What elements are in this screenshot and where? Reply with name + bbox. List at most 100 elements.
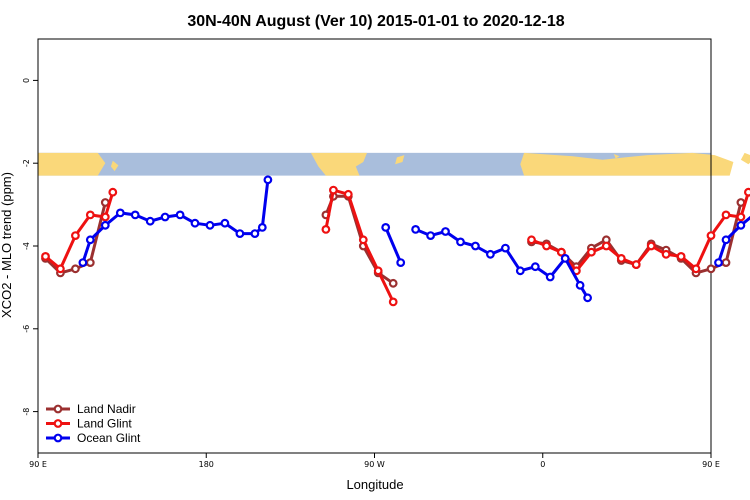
- map-land-shape: [395, 155, 405, 165]
- world-map-strip: [38, 152, 750, 176]
- data-point: [616, 253, 626, 263]
- x-tick-label: 90 E: [29, 460, 47, 469]
- data-point: [721, 235, 731, 245]
- data-point: [542, 241, 551, 251]
- legend-label: Land Nadir: [77, 402, 136, 416]
- y-tick-label: 0: [22, 78, 31, 83]
- data-point: [721, 258, 731, 268]
- data-point: [736, 212, 746, 222]
- y-tick-label: -6: [22, 325, 31, 333]
- data-point: [721, 210, 731, 220]
- legend-swatch-marker: [53, 404, 63, 414]
- series-land-glint: [41, 185, 750, 307]
- data-point: [545, 272, 555, 282]
- data-point: [736, 220, 746, 230]
- legend-label: Land Glint: [77, 417, 132, 431]
- data-point: [583, 293, 592, 303]
- data-point: [175, 210, 185, 220]
- chart-title: 30N-40N August (Ver 10) 2015-01-01 to 20…: [187, 13, 564, 30]
- series-line: [415, 228, 589, 299]
- data-point: [100, 220, 110, 230]
- x-tick-label: 90 E: [702, 460, 720, 469]
- data-point: [235, 229, 245, 239]
- map-land-shape: [740, 152, 750, 165]
- data-point: [108, 187, 118, 197]
- data-point: [190, 218, 200, 228]
- data-point: [321, 224, 331, 234]
- y-axis: 0 -2 -4 -6 -8: [22, 78, 38, 416]
- data-point: [646, 241, 656, 251]
- map-land-shape: [613, 154, 620, 159]
- x-axis: 90 E 180 90 W 0 90 E: [29, 453, 720, 469]
- data-point: [56, 264, 65, 274]
- data-point: [130, 210, 140, 220]
- data-point: [471, 241, 480, 251]
- data-point: [426, 231, 436, 241]
- legend-swatch-marker: [53, 419, 63, 428]
- data-point: [41, 251, 50, 261]
- data-point: [70, 264, 80, 274]
- legend-swatch-marker: [53, 433, 63, 443]
- data-point: [329, 185, 338, 195]
- data-point: [560, 253, 570, 263]
- data-point: [557, 247, 566, 257]
- legend-label: Ocean Glint: [77, 431, 141, 445]
- series-line: [324, 188, 395, 303]
- data-point: [501, 243, 510, 253]
- data-point: [381, 222, 391, 232]
- x-tick-label: 90 W: [364, 460, 385, 469]
- data-point: [115, 208, 125, 218]
- y-tick-label: -4: [22, 242, 31, 250]
- data-point: [205, 220, 215, 230]
- data-point: [388, 278, 398, 288]
- data-point: [631, 260, 641, 270]
- data-point: [85, 210, 95, 220]
- data-point: [388, 297, 398, 307]
- y-tick-label: -2: [22, 159, 31, 167]
- data-point: [358, 235, 368, 245]
- data-point: [160, 212, 170, 222]
- data-point: [486, 249, 495, 259]
- data-point: [373, 266, 383, 276]
- data-point: [676, 251, 686, 261]
- x-axis-label: Longitude: [346, 477, 403, 492]
- y-axis-label: XCO2 - MLO trend (ppm): [0, 172, 14, 318]
- map-land-shape: [310, 152, 367, 176]
- data-point: [250, 229, 260, 239]
- map-land-shape: [110, 160, 119, 172]
- data-point: [601, 241, 611, 251]
- data-point: [263, 175, 273, 185]
- map-land-shape: [520, 152, 734, 176]
- x-tick-label: 180: [199, 460, 214, 469]
- data-point: [456, 237, 465, 247]
- data-point: [220, 218, 230, 228]
- data-point: [714, 258, 723, 268]
- x-tick-label: 0: [540, 460, 545, 469]
- data-point: [706, 264, 716, 274]
- data-point: [441, 227, 450, 236]
- data-point: [257, 222, 267, 232]
- series-line: [530, 191, 750, 273]
- series-layer: [41, 175, 750, 307]
- data-point: [744, 187, 750, 197]
- series-line: [384, 226, 403, 264]
- data-point: [85, 235, 95, 245]
- y-tick-label: -8: [22, 408, 31, 416]
- data-point: [527, 235, 536, 245]
- data-point: [706, 231, 716, 241]
- data-point: [587, 247, 596, 257]
- series-land-nadir: [41, 191, 746, 288]
- map-strip-land: [38, 152, 750, 176]
- map-land-shape: [38, 152, 106, 176]
- data-point: [78, 258, 88, 268]
- data-point: [575, 280, 585, 290]
- data-point: [530, 262, 540, 272]
- data-point: [100, 212, 110, 222]
- data-point: [70, 231, 80, 241]
- data-point: [661, 249, 671, 259]
- legend-item: Land Glint: [46, 417, 132, 431]
- data-point: [85, 258, 95, 268]
- data-point: [515, 266, 525, 276]
